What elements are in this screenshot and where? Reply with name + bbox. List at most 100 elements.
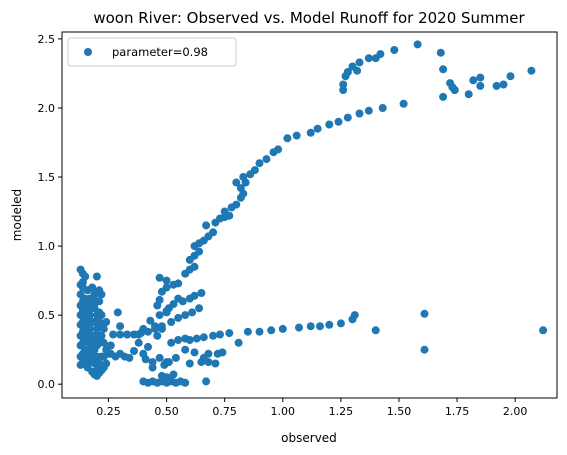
data-point xyxy=(167,338,176,347)
data-point xyxy=(192,334,201,343)
data-point xyxy=(95,308,104,317)
data-point xyxy=(209,228,218,237)
x-tick-label: 1.50 xyxy=(387,405,412,418)
data-point xyxy=(492,81,501,90)
data-point xyxy=(450,86,459,94)
x-axis-label: observed xyxy=(281,431,337,445)
data-point xyxy=(81,308,90,317)
y-tick-label: 1.5 xyxy=(38,171,56,184)
data-point xyxy=(83,300,92,309)
data-point xyxy=(295,323,303,332)
data-point xyxy=(202,221,211,230)
data-point xyxy=(476,73,485,82)
data-point xyxy=(439,65,448,74)
data-point xyxy=(439,92,448,101)
data-point xyxy=(130,347,138,355)
y-tick-label: 0.5 xyxy=(38,309,56,322)
y-tick-label: 2.5 xyxy=(38,33,56,46)
data-point xyxy=(181,378,190,387)
data-point xyxy=(216,330,224,339)
data-point xyxy=(292,131,301,140)
data-point xyxy=(188,308,197,317)
y-axis-label: modeled xyxy=(10,189,24,241)
data-point xyxy=(390,46,399,54)
data-point xyxy=(116,330,125,339)
data-point xyxy=(343,113,352,122)
data-point xyxy=(506,72,515,81)
data-point xyxy=(499,80,508,89)
data-point xyxy=(92,297,101,306)
data-point xyxy=(164,358,173,367)
data-point xyxy=(185,359,194,368)
data-point xyxy=(199,333,208,342)
data-point xyxy=(376,50,385,59)
data-point xyxy=(234,338,243,347)
data-point xyxy=(185,336,194,344)
data-point xyxy=(436,48,445,57)
data-point xyxy=(171,353,180,362)
data-point xyxy=(155,353,164,362)
data-point xyxy=(232,200,241,209)
data-point xyxy=(174,313,183,322)
data-point xyxy=(134,338,143,347)
data-point xyxy=(169,300,178,309)
data-point xyxy=(99,338,108,347)
data-point xyxy=(139,324,148,333)
data-point xyxy=(88,283,97,292)
data-point xyxy=(313,124,322,133)
data-point xyxy=(162,373,171,382)
data-point xyxy=(155,273,164,282)
data-point xyxy=(134,330,143,339)
data-point xyxy=(232,178,241,187)
data-point xyxy=(123,330,132,339)
data-point xyxy=(106,341,115,350)
data-point xyxy=(306,128,315,137)
data-point xyxy=(316,322,324,331)
data-point xyxy=(99,324,108,333)
data-point xyxy=(239,173,248,181)
data-point xyxy=(355,58,364,67)
data-point xyxy=(92,341,101,350)
data-point xyxy=(190,262,199,271)
x-tick-label: 1.25 xyxy=(329,405,354,418)
data-point xyxy=(339,80,348,89)
data-point xyxy=(355,109,364,118)
x-tick-label: 0.50 xyxy=(154,405,179,418)
data-point xyxy=(204,349,213,358)
data-point xyxy=(153,331,162,340)
data-point xyxy=(220,207,229,216)
data-point xyxy=(283,134,292,143)
data-point xyxy=(476,81,485,90)
data-point xyxy=(144,342,152,351)
data-point xyxy=(202,377,211,386)
data-point xyxy=(109,330,118,339)
data-point xyxy=(92,272,101,281)
data-point xyxy=(339,86,348,94)
legend-box xyxy=(67,37,237,67)
data-point xyxy=(146,316,155,325)
data-point xyxy=(250,166,259,175)
data-point xyxy=(181,311,190,320)
data-point xyxy=(353,66,362,75)
data-point xyxy=(378,104,387,112)
data-point xyxy=(420,345,429,354)
legend-marker xyxy=(84,48,92,56)
data-point xyxy=(211,359,220,368)
data-point xyxy=(148,363,157,372)
data-point xyxy=(420,309,429,318)
data-point xyxy=(162,276,171,285)
data-point xyxy=(95,286,104,295)
data-point xyxy=(113,308,122,317)
y-tick-label: 1.0 xyxy=(38,240,56,253)
data-point xyxy=(102,359,111,368)
data-point xyxy=(527,66,536,75)
data-point xyxy=(469,76,478,85)
data-point xyxy=(255,327,264,336)
data-point xyxy=(255,159,264,168)
data-point xyxy=(464,90,473,99)
data-point xyxy=(267,326,276,335)
data-point xyxy=(85,349,94,358)
data-point xyxy=(343,68,352,77)
